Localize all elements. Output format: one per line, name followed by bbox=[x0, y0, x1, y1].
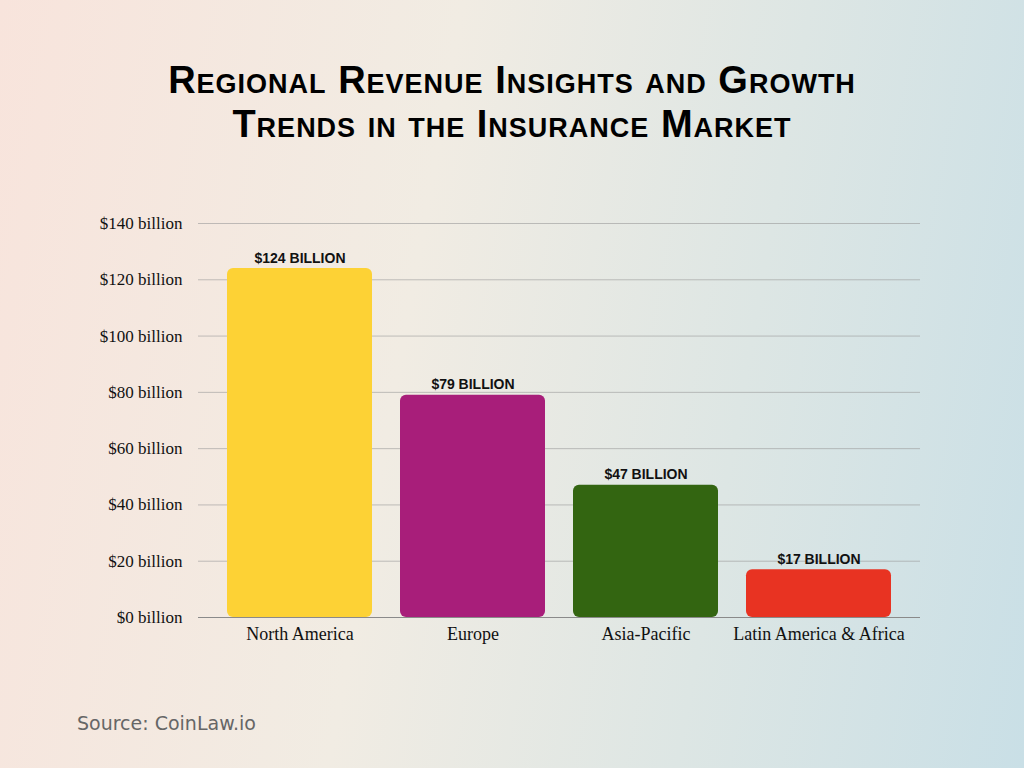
svg-text:$0 billion: $0 billion bbox=[117, 608, 183, 627]
html-text:Trends in the Insurance Market: Trends in the Insurance Market bbox=[232, 103, 792, 145]
svg-text:$100 billion: $100 billion bbox=[100, 327, 183, 346]
svg-text:$40 billion: $40 billion bbox=[108, 495, 183, 514]
svg-text:$17 BILLION: $17 BILLION bbox=[777, 551, 860, 567]
svg-text:Europe: Europe bbox=[447, 624, 499, 644]
html-text:Regional Revenue Insights and: Regional Revenue Insights and Growth bbox=[168, 59, 856, 101]
svg-text:North America: North America bbox=[246, 624, 353, 644]
svg-text:$47 BILLION: $47 BILLION bbox=[604, 466, 687, 482]
svg-text:Asia-Pacific: Asia-Pacific bbox=[602, 624, 691, 644]
svg-text:$120 billion: $120 billion bbox=[100, 270, 183, 289]
svg-text:$80 billion: $80 billion bbox=[108, 383, 183, 402]
svg-text:$79 BILLION: $79 BILLION bbox=[431, 376, 514, 392]
svg-text:Latin America & Africa: Latin America & Africa bbox=[733, 624, 904, 644]
svg-text:$140 billion: $140 billion bbox=[100, 214, 183, 233]
html-text:Source: CoinLaw.io: Source: CoinLaw.io bbox=[77, 712, 256, 734]
svg-text:$20 billion: $20 billion bbox=[108, 552, 183, 571]
svg-text:$124 BILLION: $124 BILLION bbox=[254, 250, 345, 266]
svg-text:$60 billion: $60 billion bbox=[108, 439, 183, 458]
